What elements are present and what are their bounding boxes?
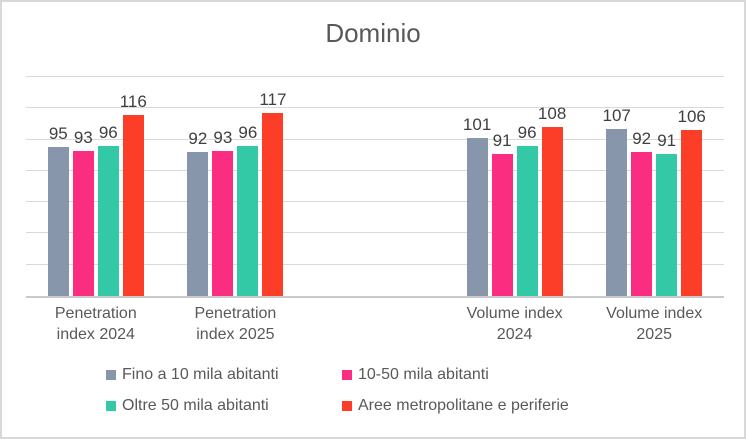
- bar-value-label: 95: [48, 124, 68, 144]
- bar-value-label: 96: [98, 122, 118, 142]
- bar-value-label: 93: [213, 127, 233, 147]
- legend-swatch-aree-metropolitane-e-periferie: [342, 401, 352, 411]
- legend-item-fino-a-10-mila-abitanti: Fino a 10 mila abitanti: [106, 366, 342, 384]
- x-axis-labels: Penetration index 2024 Penetration index…: [26, 304, 724, 350]
- gridline: [26, 170, 724, 171]
- bar-value-label: 91: [657, 130, 677, 150]
- bar: [237, 145, 259, 296]
- bar-value-label: 108: [537, 104, 567, 124]
- gridline: [26, 264, 724, 265]
- bar-value-label: 92: [188, 129, 208, 149]
- bar: [606, 128, 628, 296]
- bar-value-label: 92: [632, 129, 652, 149]
- legend-swatch-10-50-mila-abitanti: [342, 370, 352, 380]
- bar-value-label: 106: [677, 107, 706, 127]
- x-axis-category-penetration-index-2025: Penetration index 2025: [194, 305, 277, 343]
- plot-area: 95 93 96 116 92 93 96 117 101 91 96 108 107 92 91 106: [26, 76, 724, 298]
- legend-item-oltre-50-mila-abitanti: Oltre 50 mila abitanti: [106, 397, 342, 415]
- bar: [212, 150, 234, 296]
- legend-swatch-fino-a-10-mila-abitanti: [106, 370, 116, 380]
- bar: [122, 114, 144, 296]
- bar: [631, 152, 653, 296]
- bar: [72, 150, 94, 296]
- chart-legend: Fino a 10 mila abitanti 10-50 mila abita…: [106, 366, 569, 415]
- bar: [541, 127, 563, 296]
- bar-value-label: 96: [238, 122, 258, 142]
- legend-label: Fino a 10 mila abitanti: [122, 366, 279, 383]
- bar-value-label: 91: [492, 130, 512, 150]
- bar: [491, 153, 513, 296]
- legend-item-10-50-mila-abitanti: 10-50 mila abitanti: [342, 366, 569, 384]
- bar: [187, 152, 209, 296]
- legend-item-aree-metropolitane-e-periferie: Aree metropolitane e periferie: [342, 397, 569, 415]
- x-axis-category-volume-index-2024: Volume index 2024: [466, 305, 563, 343]
- bar-value-label: 116: [119, 91, 147, 111]
- legend-label: 10-50 mila abitanti: [358, 366, 489, 383]
- legend-label: Aree metropolitane e periferie: [358, 397, 569, 414]
- bar: [466, 138, 488, 296]
- bar-value-label: 107: [602, 105, 631, 125]
- x-axis-line: [26, 296, 724, 298]
- bar: [681, 130, 703, 296]
- x-axis-category-penetration-index-2024: Penetration index 2024: [54, 305, 137, 343]
- gridline: [26, 107, 724, 108]
- bar-value-label: 117: [259, 89, 287, 109]
- bar: [516, 145, 538, 296]
- x-axis-category-volume-index-2025: Volume index 2025: [606, 305, 703, 343]
- gridline: [26, 232, 724, 233]
- bar: [656, 153, 678, 296]
- gridline: [26, 139, 724, 140]
- bar: [97, 145, 119, 296]
- bar-value-label: 101: [462, 115, 492, 135]
- gridline: [26, 76, 724, 77]
- legend-swatch-oltre-50-mila-abitanti: [106, 401, 116, 411]
- bar: [262, 112, 284, 296]
- gridline: [26, 201, 724, 202]
- legend-label: Oltre 50 mila abitanti: [122, 397, 269, 414]
- chart-title: Dominio: [325, 18, 421, 48]
- bar: [47, 147, 69, 296]
- bar-value-label: 93: [73, 127, 93, 147]
- bar-value-label: 96: [517, 122, 537, 142]
